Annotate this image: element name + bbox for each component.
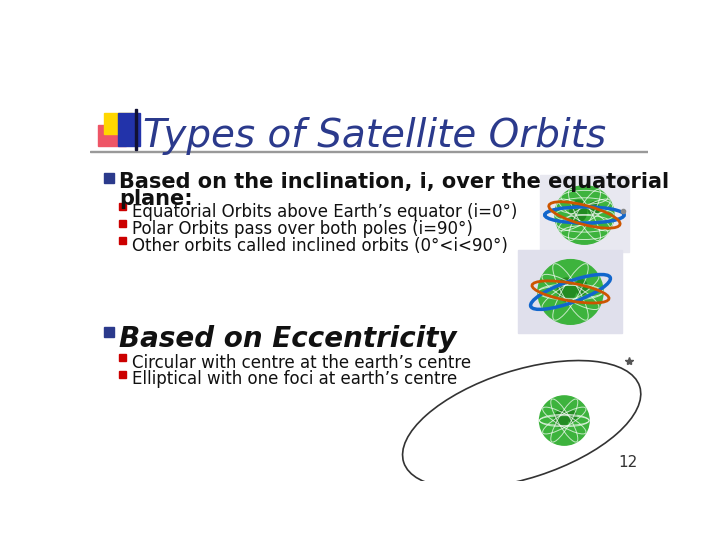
Text: Elliptical with one foci at earth’s centre: Elliptical with one foci at earth’s cent…: [132, 370, 457, 388]
Ellipse shape: [554, 410, 568, 428]
Ellipse shape: [557, 278, 576, 301]
Text: Polar Orbits pass over both poles (i=90°): Polar Orbits pass over both poles (i=90°…: [132, 220, 473, 238]
Bar: [135, 110, 137, 150]
Bar: [118, 112, 140, 146]
Bar: [120, 237, 127, 244]
Circle shape: [538, 260, 603, 325]
Bar: [120, 354, 127, 361]
Text: Based on Eccentricity: Based on Eccentricity: [120, 325, 457, 353]
Ellipse shape: [588, 202, 599, 215]
Text: Types of Satellite Orbits: Types of Satellite Orbits: [143, 117, 606, 154]
Text: Based on the inclination, i, over the equatorial: Based on the inclination, i, over the eq…: [120, 172, 670, 192]
Text: 12: 12: [618, 455, 637, 470]
Ellipse shape: [568, 411, 576, 422]
Bar: [120, 220, 127, 227]
Bar: [518, 249, 622, 333]
Bar: [104, 327, 114, 336]
Bar: [90, 151, 648, 152]
Bar: [120, 204, 127, 210]
Circle shape: [539, 396, 589, 445]
Bar: [98, 125, 126, 146]
Ellipse shape: [570, 200, 587, 222]
Bar: [104, 173, 114, 183]
Bar: [539, 175, 629, 252]
Ellipse shape: [575, 280, 588, 295]
Circle shape: [555, 186, 614, 244]
Text: Circular with centre at the earth’s centre: Circular with centre at the earth’s cent…: [132, 354, 471, 372]
Text: plane:: plane:: [120, 189, 193, 209]
Text: Equatorial Orbits above Earth’s equator (i=0°): Equatorial Orbits above Earth’s equator …: [132, 202, 517, 221]
Bar: [104, 112, 132, 134]
Bar: [120, 372, 127, 378]
Text: Other orbits called inclined orbits (0°<i<90°): Other orbits called inclined orbits (0°<…: [132, 237, 508, 254]
